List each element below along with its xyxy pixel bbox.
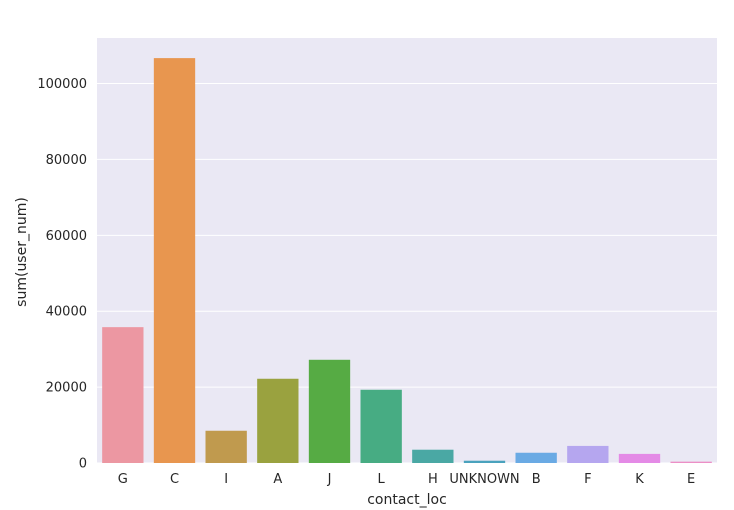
grid-lines — [97, 83, 717, 464]
x-tick-label: UNKNOWN — [449, 472, 519, 487]
x-tick-label: H — [428, 472, 438, 487]
x-tick-label: K — [635, 472, 644, 487]
x-tick-label: J — [327, 472, 332, 487]
bars — [102, 58, 712, 464]
bar-c — [153, 58, 196, 464]
x-tick-labels: G C I A J L H UNKNOWN B F K E — [118, 472, 695, 487]
y-tick-label: 20000 — [46, 381, 87, 396]
bar-g — [102, 327, 144, 463]
y-tick-label: 80000 — [46, 153, 87, 168]
y-tick-label: 60000 — [46, 229, 87, 244]
y-tick-label: 0 — [79, 457, 87, 472]
x-tick-label: E — [687, 472, 695, 487]
y-tick-label: 40000 — [46, 305, 87, 320]
x-tick-label: F — [584, 472, 591, 487]
x-tick-label: B — [532, 472, 541, 487]
bar-f — [567, 445, 609, 463]
x-tick-label: C — [170, 472, 179, 487]
x-tick-label: G — [118, 472, 128, 487]
x-tick-label: A — [273, 472, 282, 487]
bar-unknown — [463, 460, 506, 463]
x-tick-label: I — [224, 472, 228, 487]
bar-b — [515, 452, 557, 463]
x-tick-label: L — [378, 472, 386, 487]
bar-e — [670, 461, 712, 463]
bar-k — [618, 453, 661, 463]
y-tick-labels: 0 20000 40000 60000 80000 100000 — [37, 77, 87, 471]
bar-j — [308, 359, 351, 463]
bar-l — [360, 389, 402, 463]
bar-h — [412, 449, 454, 463]
plot-area — [97, 38, 717, 463]
bar-a — [257, 378, 299, 463]
x-axis-label: contact_loc — [367, 492, 447, 508]
y-tick-label: 100000 — [37, 77, 87, 92]
y-axis-label: sum(user_num) — [14, 197, 30, 307]
bar-i — [205, 430, 247, 463]
